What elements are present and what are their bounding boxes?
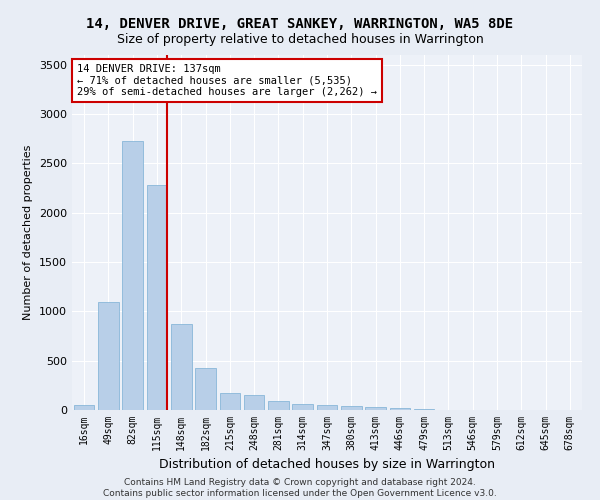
X-axis label: Distribution of detached houses by size in Warrington: Distribution of detached houses by size …: [159, 458, 495, 471]
Text: Contains HM Land Registry data © Crown copyright and database right 2024.
Contai: Contains HM Land Registry data © Crown c…: [103, 478, 497, 498]
Bar: [171, 324, 191, 410]
Bar: [341, 406, 362, 410]
Bar: [74, 405, 94, 410]
Bar: [365, 407, 386, 410]
Bar: [389, 408, 410, 410]
Bar: [146, 185, 167, 410]
Text: 14 DENVER DRIVE: 137sqm
← 71% of detached houses are smaller (5,535)
29% of semi: 14 DENVER DRIVE: 137sqm ← 71% of detache…: [77, 64, 377, 97]
Text: 14, DENVER DRIVE, GREAT SANKEY, WARRINGTON, WA5 8DE: 14, DENVER DRIVE, GREAT SANKEY, WARRINGT…: [86, 18, 514, 32]
Bar: [268, 401, 289, 410]
Y-axis label: Number of detached properties: Number of detached properties: [23, 145, 34, 320]
Bar: [98, 302, 119, 410]
Bar: [244, 394, 265, 410]
Text: Size of property relative to detached houses in Warrington: Size of property relative to detached ho…: [116, 32, 484, 46]
Bar: [195, 368, 216, 410]
Bar: [292, 404, 313, 410]
Bar: [317, 404, 337, 410]
Bar: [122, 141, 143, 410]
Bar: [220, 393, 240, 410]
Bar: [414, 409, 434, 410]
